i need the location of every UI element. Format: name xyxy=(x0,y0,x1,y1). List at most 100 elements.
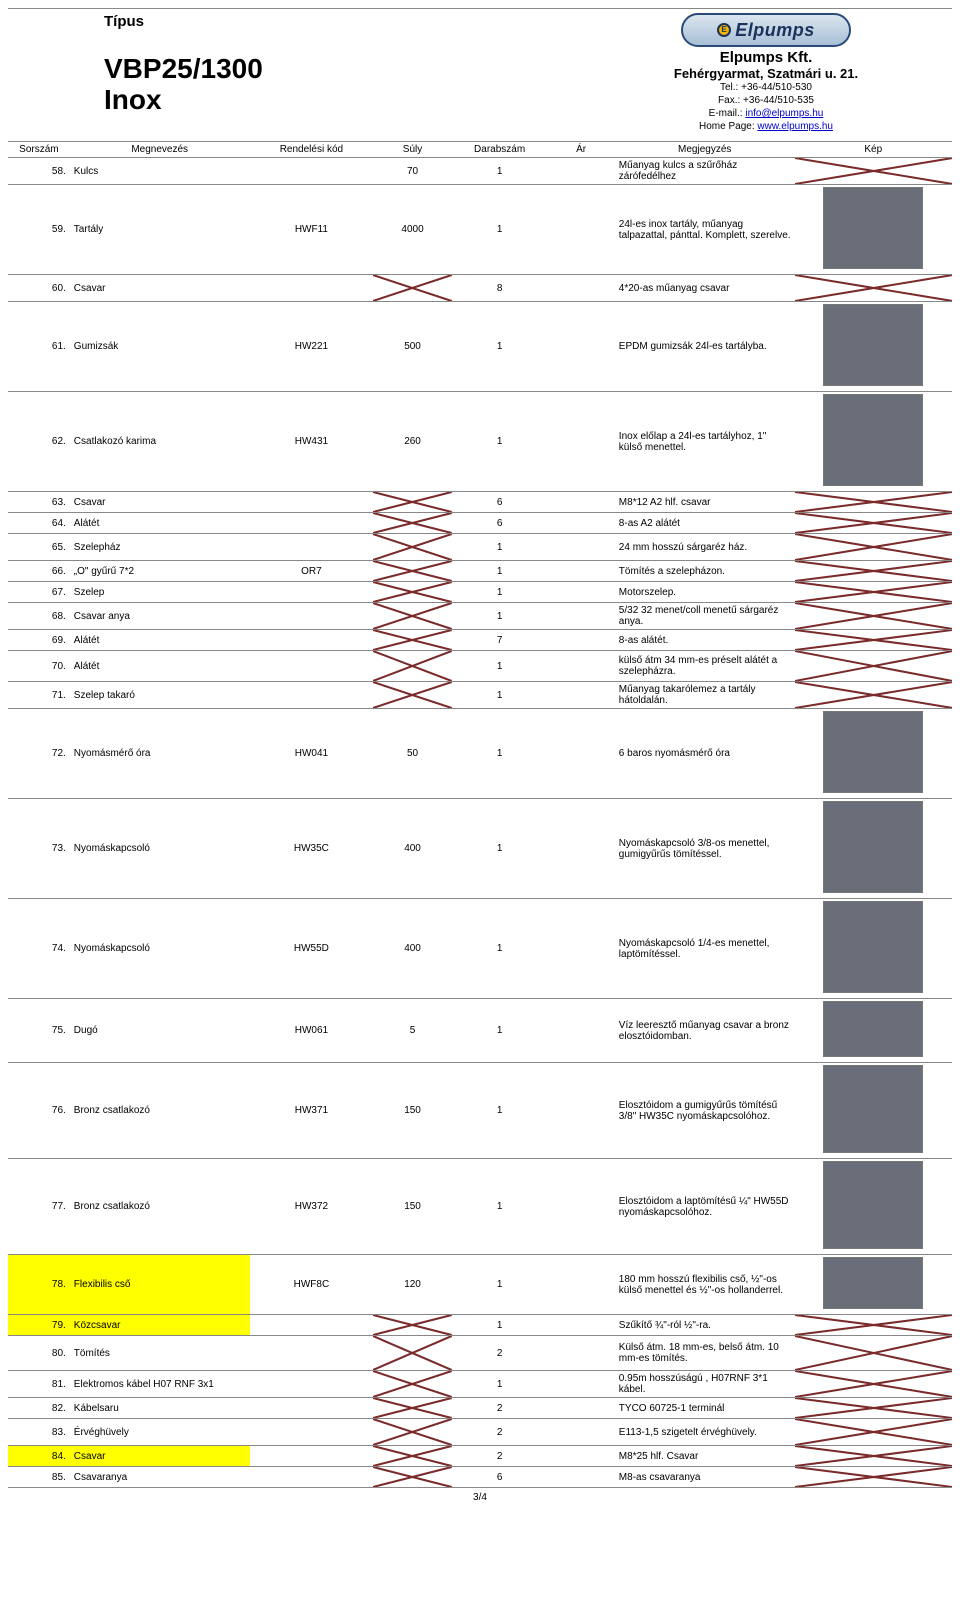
cell-suly: 5 xyxy=(373,999,452,1063)
cell-sorszam: 66. xyxy=(8,561,70,582)
cell-megnevezes: Bronz csatlakozó xyxy=(70,1063,250,1159)
cell-sorszam: 83. xyxy=(8,1419,70,1446)
cell-megnevezes: Szelepház xyxy=(70,534,250,561)
cell-rendelesi xyxy=(250,534,374,561)
cell-suly xyxy=(373,1371,452,1398)
cell-ar xyxy=(547,603,614,630)
product-image xyxy=(823,304,923,386)
cell-sorszam: 71. xyxy=(8,682,70,709)
cell-suly xyxy=(373,682,452,709)
cell-ar xyxy=(547,799,614,899)
cell-sorszam: 77. xyxy=(8,1159,70,1255)
cell-rendelesi: OR7 xyxy=(250,561,374,582)
cell-kep xyxy=(795,492,952,513)
cell-sorszam: 82. xyxy=(8,1398,70,1419)
cell-megnevezes: Nyomásmérő óra xyxy=(70,709,250,799)
table-row: 65.Szelepház124 mm hosszú sárgaréz ház. xyxy=(8,534,952,561)
cell-megjegyzes: Víz leeresztő műanyag csavar a bronz elo… xyxy=(615,999,795,1063)
contact-email: E-mail.: info@elpumps.hu xyxy=(586,107,946,120)
cell-darabszam: 1 xyxy=(452,709,548,799)
cell-kep xyxy=(795,561,952,582)
cell-megjegyzes: 5/32 32 menet/coll menetű sárgaréz anya. xyxy=(615,603,795,630)
cell-suly xyxy=(373,1315,452,1336)
cell-kep xyxy=(795,1255,952,1315)
cell-sorszam: 69. xyxy=(8,630,70,651)
cell-ar xyxy=(547,651,614,682)
cell-rendelesi xyxy=(250,513,374,534)
cell-megnevezes: Elektromos kábel H07 RNF 3x1 xyxy=(70,1371,250,1398)
cell-kep xyxy=(795,582,952,603)
cell-darabszam: 1 xyxy=(452,158,548,185)
email-link[interactable]: info@elpumps.hu xyxy=(745,108,823,119)
product-image xyxy=(823,1065,923,1153)
cell-rendelesi xyxy=(250,1398,374,1419)
cell-suly xyxy=(373,534,452,561)
cell-sorszam: 67. xyxy=(8,582,70,603)
cell-rendelesi xyxy=(250,682,374,709)
cell-ar xyxy=(547,709,614,799)
home-link[interactable]: www.elpumps.hu xyxy=(757,121,833,132)
cell-megjegyzes: E113-1,5 szigetelt érvéghüvely. xyxy=(615,1419,795,1446)
cell-suly xyxy=(373,651,452,682)
cell-megjegyzes: Szűkítő ¾"-ról ½"-ra. xyxy=(615,1315,795,1336)
cell-suly: 50 xyxy=(373,709,452,799)
cell-darabszam: 6 xyxy=(452,492,548,513)
cell-kep xyxy=(795,534,952,561)
logo-icon: E xyxy=(717,23,731,37)
cell-megjegyzes: 24 mm hosszú sárgaréz ház. xyxy=(615,534,795,561)
cell-megjegyzes: TYCO 60725-1 terminál xyxy=(615,1398,795,1419)
cell-ar xyxy=(547,1371,614,1398)
col-megnevezes: Megnevezés xyxy=(70,142,250,158)
cell-megnevezes: Szelep xyxy=(70,582,250,603)
cell-rendelesi: HW061 xyxy=(250,999,374,1063)
cell-megjegyzes: 180 mm hosszú flexibilis cső, ½"-os küls… xyxy=(615,1255,795,1315)
cell-rendelesi xyxy=(250,1336,374,1371)
cell-suly xyxy=(373,1398,452,1419)
table-row: 83.Érvéghüvely2E113-1,5 szigetelt érvégh… xyxy=(8,1419,952,1446)
product-image xyxy=(823,187,923,269)
cell-rendelesi xyxy=(250,1446,374,1467)
cell-sorszam: 81. xyxy=(8,1371,70,1398)
cell-kep xyxy=(795,302,952,392)
cell-megnevezes: Flexibilis cső xyxy=(70,1255,250,1315)
table-row: 62.Csatlakozó karimaHW4312601Inox előlap… xyxy=(8,392,952,492)
cell-sorszam: 70. xyxy=(8,651,70,682)
cell-suly: 500 xyxy=(373,302,452,392)
header-right: E Elpumps Elpumps Kft. Fehérgyarmat, Sza… xyxy=(586,13,946,133)
cell-darabszam: 1 xyxy=(452,1063,548,1159)
cell-suly xyxy=(373,513,452,534)
cell-kep xyxy=(795,682,952,709)
cell-megnevezes: Bronz csatlakozó xyxy=(70,1159,250,1255)
table-row: 69.Alátét78-as alátét. xyxy=(8,630,952,651)
cell-darabszam: 1 xyxy=(452,392,548,492)
cell-sorszam: 78. xyxy=(8,1255,70,1315)
product-image xyxy=(823,711,923,793)
cell-megjegyzes: EPDM gumizsák 24l-es tartályba. xyxy=(615,302,795,392)
cell-megnevezes: Szelep takaró xyxy=(70,682,250,709)
cell-megnevezes: Csavar xyxy=(70,1446,250,1467)
table-row: 58.Kulcs701Műanyag kulcs a szűrőház záró… xyxy=(8,158,952,185)
table-header-row: Sorszám Megnevezés Rendelési kód Súly Da… xyxy=(8,142,952,158)
cell-rendelesi: HW371 xyxy=(250,1063,374,1159)
cell-kep xyxy=(795,158,952,185)
cell-megnevezes: Csatlakozó karima xyxy=(70,392,250,492)
cell-ar xyxy=(547,185,614,275)
table-row: 59.TartályHWF114000124l-es inox tartály,… xyxy=(8,185,952,275)
cell-kep xyxy=(795,799,952,899)
cell-megnevezes: Nyomáskapcsoló xyxy=(70,799,250,899)
cell-kep xyxy=(795,651,952,682)
model-line-2: Inox xyxy=(104,85,586,116)
cell-megnevezes: Csavar anya xyxy=(70,603,250,630)
cell-rendelesi xyxy=(250,630,374,651)
cell-suly xyxy=(373,492,452,513)
cell-sorszam: 64. xyxy=(8,513,70,534)
cell-kep xyxy=(795,1336,952,1371)
cell-sorszam: 80. xyxy=(8,1336,70,1371)
cell-megnevezes: Tartály xyxy=(70,185,250,275)
cell-darabszam: 1 xyxy=(452,799,548,899)
cell-sorszam: 84. xyxy=(8,1446,70,1467)
table-row: 66.„O" gyűrű 7*2OR71Tömítés a szelepházo… xyxy=(8,561,952,582)
cell-suly xyxy=(373,1336,452,1371)
cell-rendelesi xyxy=(250,1467,374,1488)
cell-ar xyxy=(547,899,614,999)
